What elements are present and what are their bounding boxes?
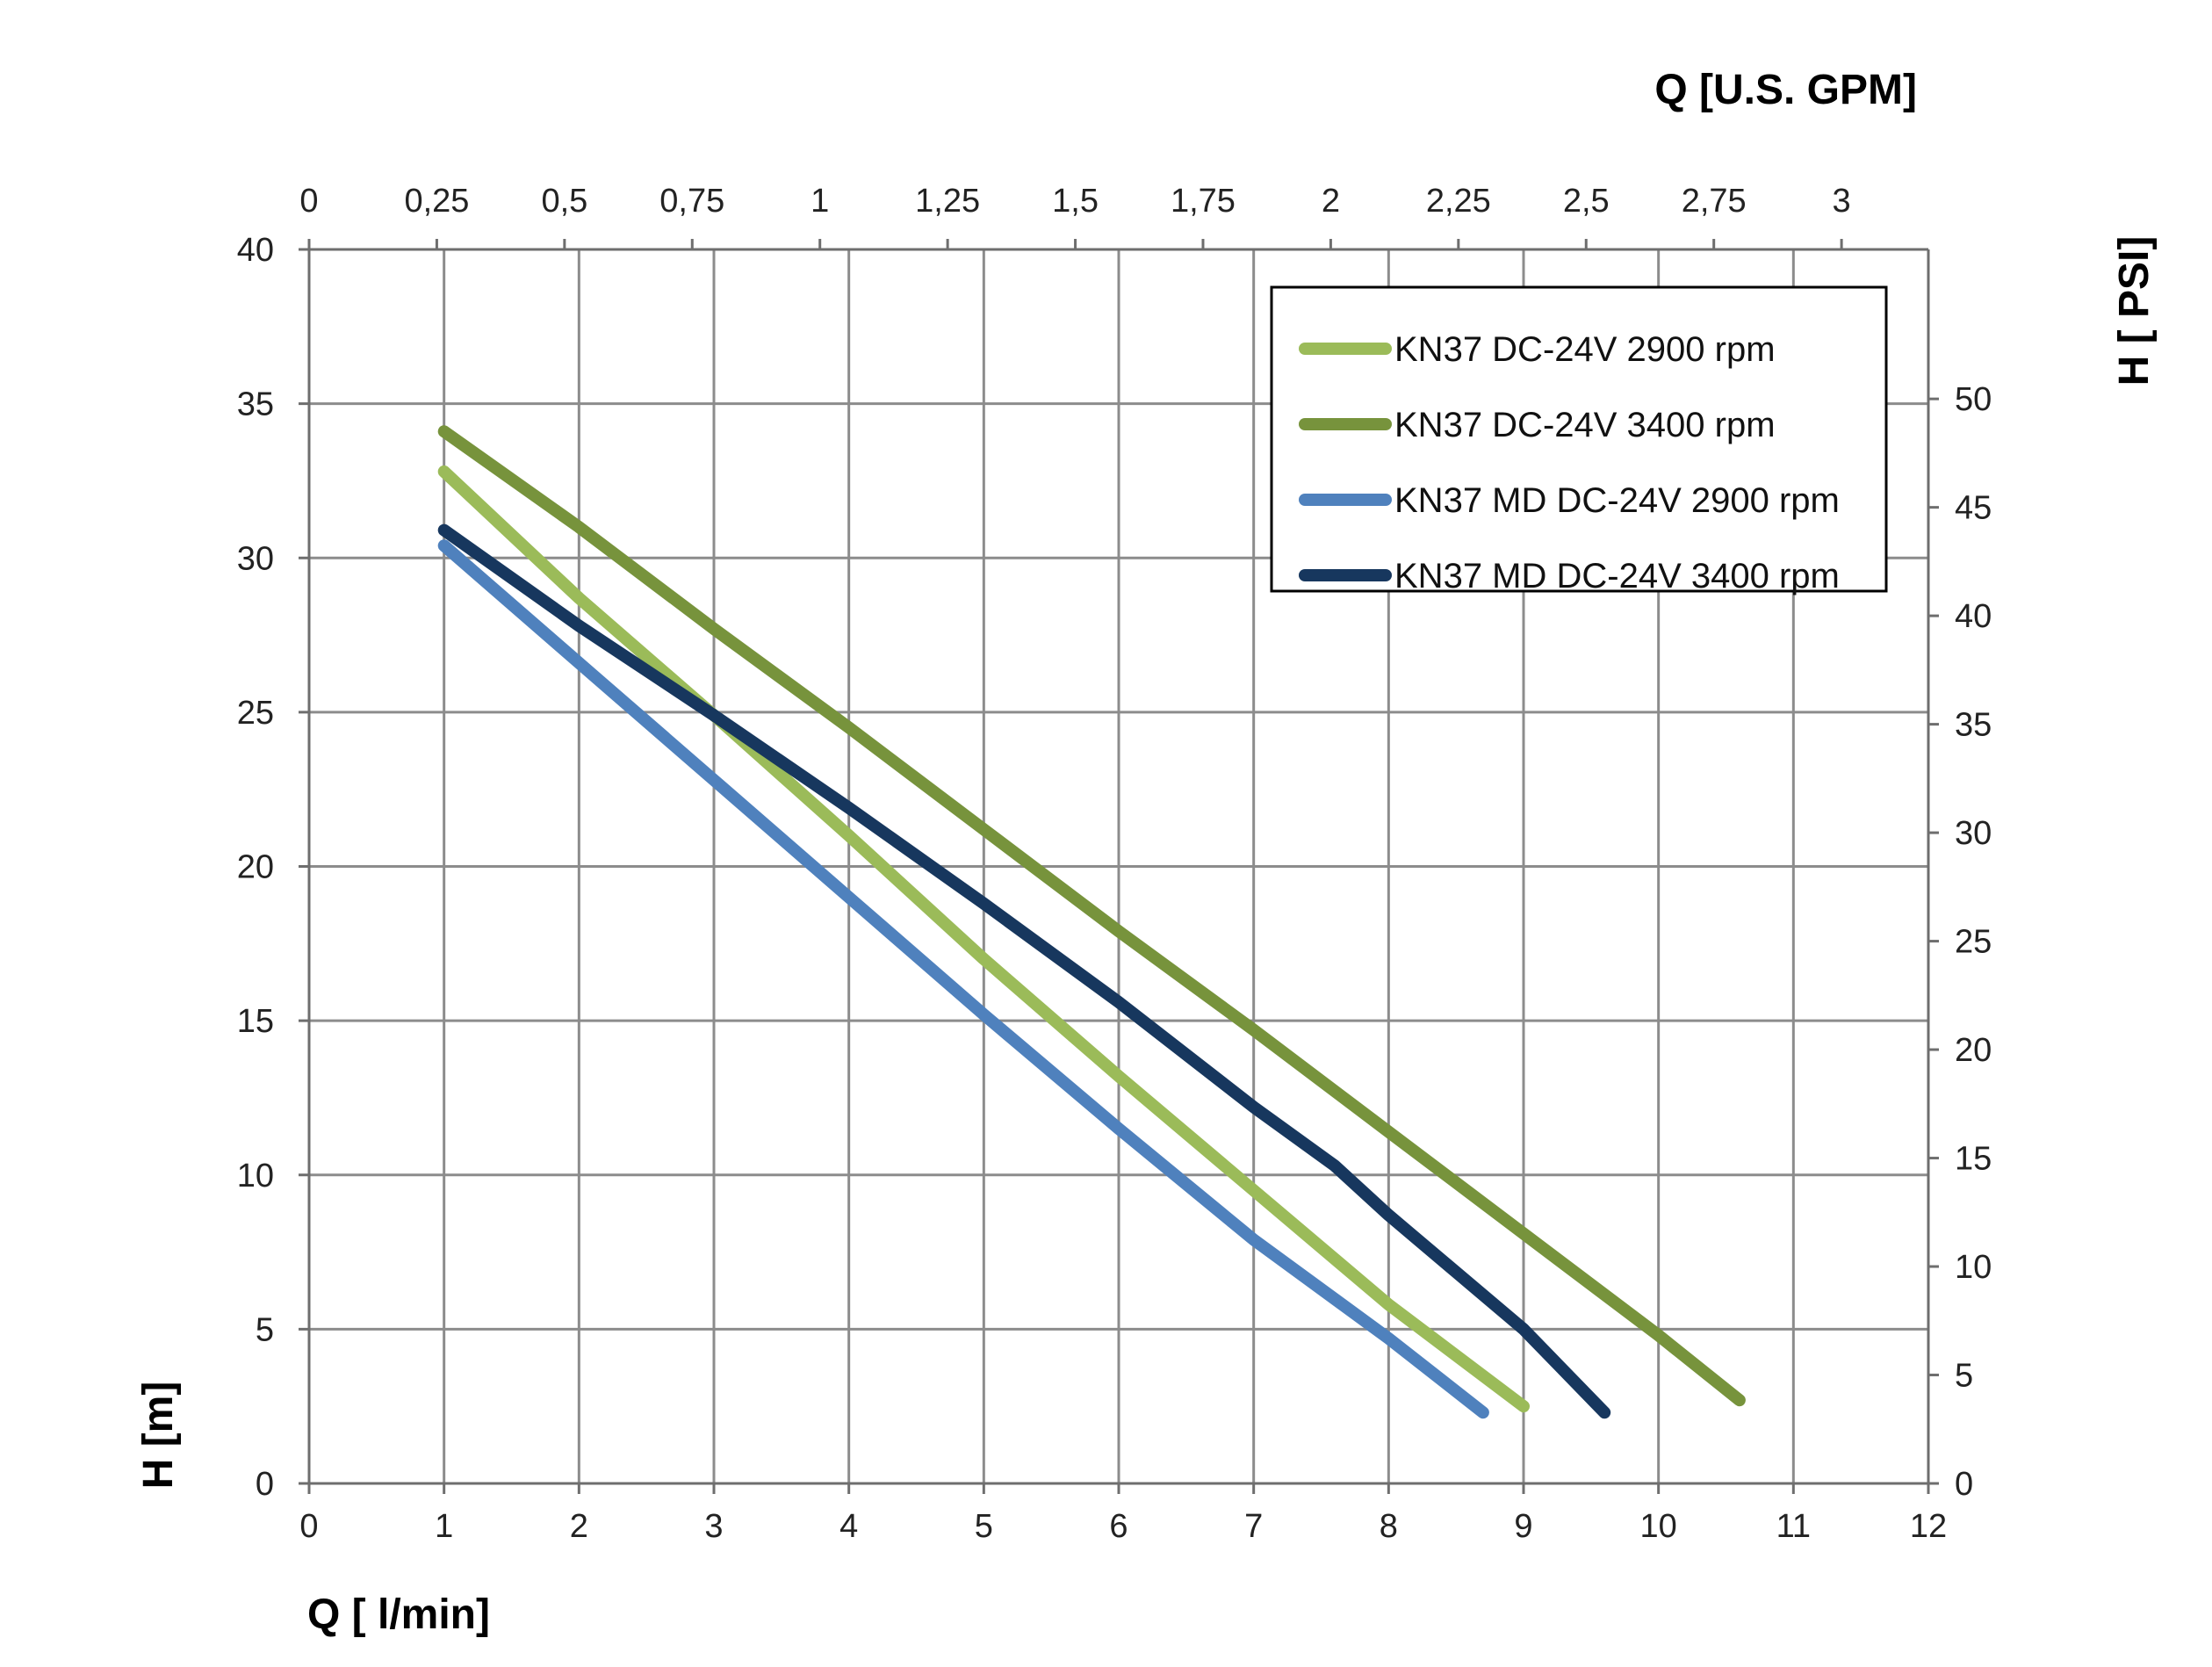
legend-label: KN37 MD DC-24V 2900 rpm (1394, 481, 1840, 520)
top-tick-label: 0,5 (541, 183, 587, 220)
top-tick-label: 1,25 (915, 183, 980, 220)
left-tick-label: 10 (237, 1158, 274, 1194)
right-tick-label: 30 (1955, 815, 1992, 852)
top-tick-label: 2 (1322, 183, 1340, 220)
legend: KN37 DC-24V 2900 rpm KN37 DC-24V 3400 rpm… (1270, 285, 1888, 595)
bottom-tick-label: 6 (1109, 1508, 1128, 1545)
legend-label: KN37 MD DC-24V 3400 rpm (1394, 557, 1840, 595)
right-tick-label: 0 (1955, 1466, 1973, 1503)
series-line-1 (437, 465, 1530, 1413)
bottom-axis-title: Q [ l/min] (307, 1591, 490, 1638)
bottom-tick-label: 5 (975, 1508, 993, 1545)
right-tick-label: 20 (1955, 1032, 1992, 1069)
left-tick-label: 40 (237, 232, 274, 269)
right-tick-label: 10 (1955, 1249, 1992, 1286)
top-tick-label: 0,75 (659, 183, 724, 220)
legend-box (1270, 285, 1888, 593)
bottom-tick-label: 12 (1910, 1508, 1947, 1545)
legend-label: KN37 DC-24V 2900 rpm (1394, 330, 1776, 369)
bottom-tick-label: 1 (435, 1508, 453, 1545)
right-tick-label: 35 (1955, 707, 1992, 744)
right-tick-label: 5 (1955, 1358, 1973, 1395)
left-tick-label: 20 (237, 849, 274, 886)
series-line-4 (437, 523, 1611, 1419)
top-tick-label: 2,5 (1563, 183, 1610, 220)
top-tick-label: 2,25 (1426, 183, 1491, 220)
right-tick-label: 25 (1955, 924, 1992, 961)
top-tick-label: 3 (1833, 183, 1851, 220)
data-series (437, 425, 1746, 1419)
top-axis-title: Q [U.S. GPM] (1654, 67, 1917, 113)
bottom-tick-label: 0 (299, 1508, 318, 1545)
bottom-tick-label: 11 (1776, 1508, 1811, 1545)
left-tick-label: 15 (237, 1003, 274, 1040)
series-line-2 (437, 425, 1746, 1407)
right-tick-label: 40 (1955, 598, 1992, 635)
right-tick-label: 50 (1955, 381, 1992, 418)
bottom-tick-label: 4 (839, 1508, 858, 1545)
bottom-tick-label: 9 (1514, 1508, 1532, 1545)
top-tick-label: 2,75 (1682, 183, 1747, 220)
left-axis-title: H [m] (135, 1382, 182, 1490)
bottom-tick-label: 7 (1244, 1508, 1263, 1545)
series-line-3 (437, 539, 1489, 1419)
top-tick-label: 1,5 (1052, 183, 1099, 220)
right-axis-title: H [ PSI] (2111, 236, 2158, 386)
right-tick-label: 45 (1955, 490, 1992, 527)
top-tick-label: 1 (811, 183, 829, 220)
right-tick-label: 15 (1955, 1141, 1992, 1178)
left-tick-label: 25 (237, 695, 274, 732)
bottom-tick-label: 8 (1380, 1508, 1398, 1545)
bottom-tick-label: 10 (1640, 1508, 1677, 1545)
top-tick-label: 0,25 (404, 183, 469, 220)
left-tick-label: 5 (256, 1311, 274, 1348)
left-tick-label: 35 (237, 386, 274, 423)
legend-label: KN37 DC-24V 3400 rpm (1394, 406, 1776, 444)
bottom-tick-label: 2 (570, 1508, 588, 1545)
bottom-tick-label: 3 (704, 1508, 723, 1545)
left-tick-label: 0 (256, 1466, 274, 1503)
top-tick-label: 1,75 (1171, 183, 1236, 220)
left-tick-label: 30 (237, 540, 274, 577)
top-tick-label: 0 (299, 183, 318, 220)
axes: 0 1 2 3 4 5 6 7 8 9 10 11 120 0,25 0,5 0,75 1 1,25 1,5 1,75… (237, 183, 1992, 1545)
